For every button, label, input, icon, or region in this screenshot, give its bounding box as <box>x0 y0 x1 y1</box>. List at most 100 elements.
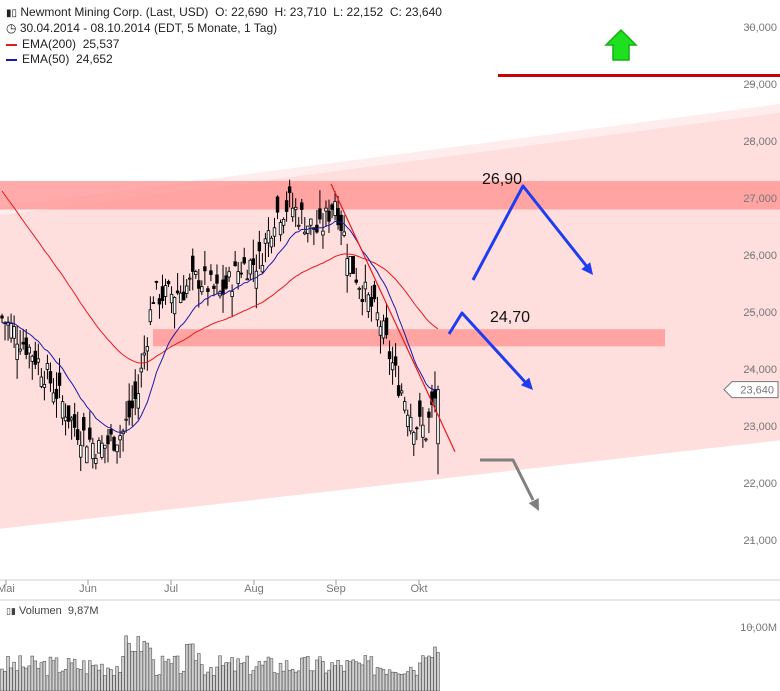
volume-bar <box>121 656 125 691</box>
price-channel <box>0 104 780 529</box>
candle-body <box>215 274 219 284</box>
volume-bar <box>342 670 346 691</box>
volume-bar <box>415 674 419 691</box>
ema50-label: EMA(50) <box>22 52 70 66</box>
volume-bar <box>390 671 395 691</box>
volume-bar <box>360 664 365 691</box>
volume-bar <box>57 672 62 691</box>
volume-value: 9,87M <box>67 605 99 617</box>
period-row: ◷ 30.04.2014 - 08.10.2014 (EDT, 5 Monate… <box>6 21 277 35</box>
volume-bar <box>363 655 368 691</box>
volume-bar <box>372 674 377 691</box>
volume-bar <box>178 673 183 691</box>
y-tick-label: 27,000 <box>743 193 777 205</box>
candle-body <box>15 343 19 360</box>
volume-bar <box>396 673 401 691</box>
volume-bar <box>399 673 404 691</box>
volume-bar <box>42 661 47 691</box>
volume-bar <box>115 666 119 691</box>
volume-bar <box>224 662 228 691</box>
volume-bar <box>6 656 10 691</box>
candle-body <box>387 351 392 360</box>
candle-body <box>27 346 31 354</box>
scenario-arrow-down-head <box>528 498 539 511</box>
volume-bar <box>12 661 16 691</box>
volume-bar <box>324 672 328 691</box>
candle-body <box>194 271 198 275</box>
candle-body <box>287 186 292 194</box>
volume-bar <box>39 662 44 691</box>
candle-body <box>333 201 337 216</box>
y-tick-label: 24,000 <box>743 364 777 376</box>
volume-bar <box>215 666 219 691</box>
volume-bar <box>378 667 383 691</box>
candle-body <box>124 418 128 421</box>
ema200-value: 25,537 <box>82 37 120 51</box>
candle-body <box>336 208 340 226</box>
candle-body <box>266 230 271 244</box>
candle-body <box>318 208 322 220</box>
candle-body <box>263 238 268 244</box>
candle-body <box>242 257 246 264</box>
volume-bar <box>21 666 25 691</box>
volume-bar <box>269 658 274 691</box>
volume-bar <box>330 662 334 691</box>
volume-bar <box>336 659 340 691</box>
legend-ema200[interactable]: EMA(200) 25,537 <box>6 37 119 51</box>
volume-bar <box>303 657 307 691</box>
volume-bar <box>54 657 59 691</box>
y-tick-label: 23,000 <box>743 421 777 433</box>
candle-body <box>94 458 98 464</box>
volume-bar <box>284 660 289 691</box>
candle-body <box>421 424 425 438</box>
candle-body <box>427 411 431 418</box>
volume-bar <box>348 661 352 691</box>
volume-bar <box>79 669 83 691</box>
candle-body <box>348 255 352 274</box>
legend-ema50[interactable]: EMA(50) 24,652 <box>6 52 113 66</box>
candle-body <box>200 286 204 293</box>
candle-body <box>284 200 289 212</box>
volume-bar <box>427 655 431 691</box>
volume-title: ▯▮ Volumen 9,87M <box>6 605 98 617</box>
candle-body <box>72 414 77 428</box>
volume-bar <box>184 644 189 691</box>
volume-bar <box>109 669 113 691</box>
candle-body <box>409 416 413 432</box>
volume-bar <box>18 655 22 691</box>
level-label: 26,90 <box>482 171 522 188</box>
volume-bar <box>160 655 165 691</box>
candle-body <box>396 385 401 396</box>
volume-bar <box>63 668 68 691</box>
candle-body <box>24 337 28 355</box>
volume-bar <box>127 643 131 691</box>
volume-bar <box>0 668 4 691</box>
candle-body <box>399 390 404 394</box>
volume-bar <box>45 675 50 691</box>
ema50-value: 24,652 <box>76 52 113 66</box>
candle-body <box>118 435 122 441</box>
volume-bar <box>248 674 252 691</box>
candle-body <box>342 231 346 236</box>
candle-body <box>363 281 368 290</box>
candle-body <box>103 444 107 449</box>
candle-body <box>212 285 216 289</box>
candle-body <box>82 417 86 431</box>
candle-body <box>39 376 44 387</box>
candle-body <box>148 309 153 323</box>
x-tick-label: Mai <box>0 583 15 595</box>
volume-bar <box>251 670 256 691</box>
candle-body <box>378 326 383 336</box>
candle-body <box>366 294 371 312</box>
volume-bar <box>272 672 277 691</box>
candle-body <box>66 405 71 422</box>
volume-bar <box>209 667 213 691</box>
chart-title: Newmont Mining Corp. (Last, USD) <box>20 5 209 19</box>
candle-body <box>248 259 252 275</box>
candle-body <box>33 350 38 365</box>
volume-bar <box>130 650 134 691</box>
volume-bar <box>393 672 398 691</box>
volume-bar <box>402 673 407 691</box>
volume-bar <box>421 655 425 691</box>
